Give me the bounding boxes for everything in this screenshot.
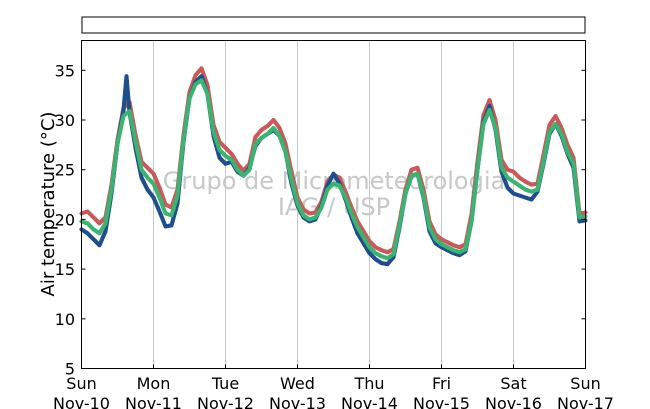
y-axis-title: Air temperature (°C) [38,112,59,297]
x-tick-label-date: Nov-13 [269,394,326,409]
data-series [79,66,588,267]
y-axis: 5 10 15 20 25 30 35 [55,61,586,379]
y-tick-label: 15 [55,260,75,279]
y-tick-label: 35 [55,61,75,80]
plot-frame [81,40,586,369]
x-tick-label-date: Nov-10 [53,394,110,409]
y-tick-label: 5 [65,360,75,379]
x-tick-label-weekday: Fri [432,374,451,393]
y-tick-label: 20 [55,210,75,229]
x-tick-label-date: Nov-17 [557,394,614,409]
x-tick-label-weekday: Sat [500,374,526,393]
x-tick-label-weekday: Sun [66,374,96,393]
x-tick-label-date: Nov-14 [341,394,398,409]
y-tick-label: 10 [55,310,75,329]
x-tick-label-weekday: Sun [570,374,600,393]
y-tick-label: 30 [55,111,75,130]
series-points [79,78,588,261]
x-tick-label-weekday: Wed [280,374,315,393]
x-tick-label-weekday: Thu [353,374,384,393]
legend-box [81,16,586,34]
x-tick-label-date: Nov-11 [125,394,182,409]
x-tick-label-date: Nov-16 [485,394,542,409]
y-tick-label: 25 [55,161,75,180]
x-tick-label-date: Nov-12 [197,394,254,409]
x-axis: SunNov-10MonNov-11TueNov-12WedNov-13ThuN… [53,364,614,409]
x-tick-label-date: Nov-15 [413,394,470,409]
x-tick-label-weekday: Mon [137,374,171,393]
watermark-line-1: Grupo de Micrometeorologia [163,167,505,195]
x-tick-label-weekday: Tue [211,374,239,393]
